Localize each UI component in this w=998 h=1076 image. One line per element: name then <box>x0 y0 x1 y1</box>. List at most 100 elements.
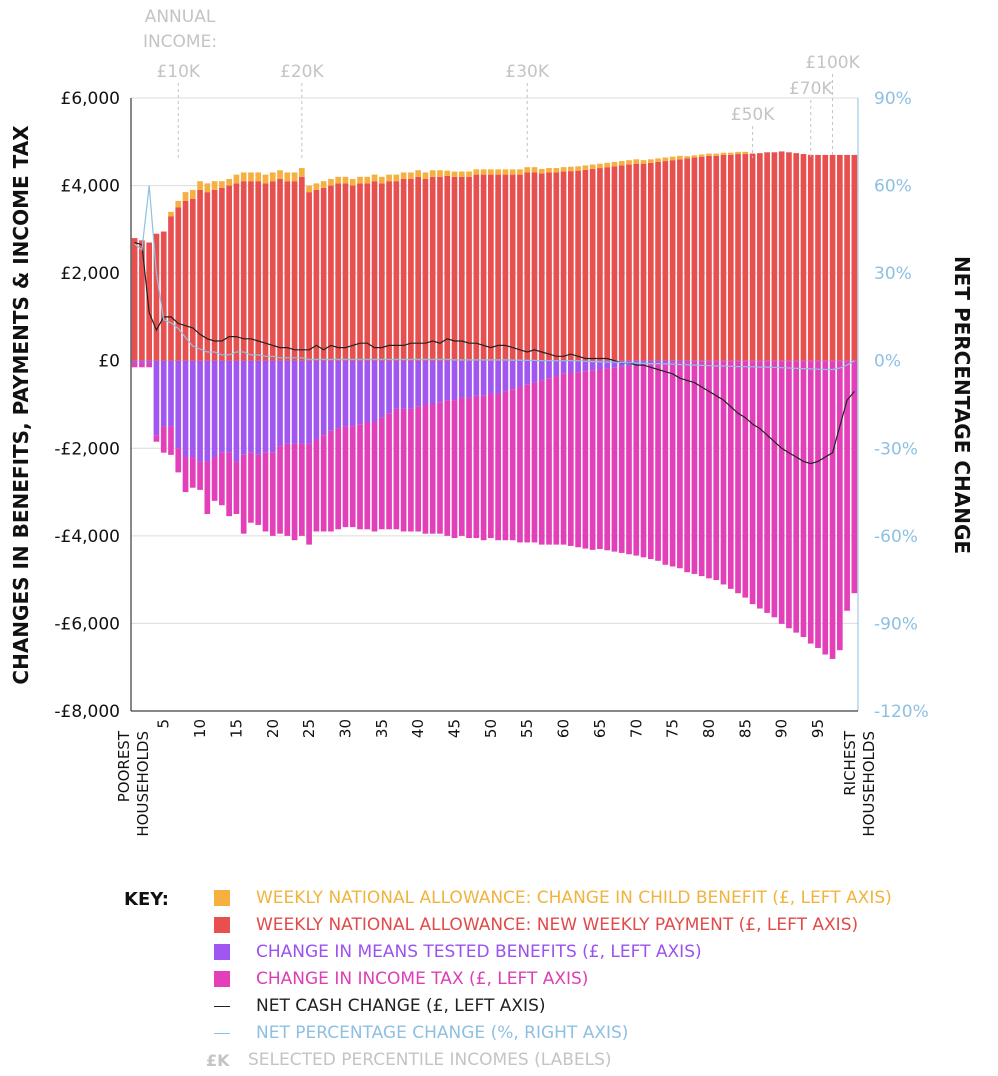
y2-tick-label: -120% <box>874 702 929 722</box>
bar-segment <box>684 158 690 361</box>
x-tick-label: 50 <box>482 719 500 738</box>
bar-segment <box>640 160 647 164</box>
bar-segment <box>320 187 327 361</box>
bar-segment <box>800 360 807 362</box>
bar-segment <box>473 360 480 396</box>
bar-segment <box>633 163 640 361</box>
bar-segment <box>589 360 596 371</box>
bar-segment <box>204 183 211 193</box>
bar-segment <box>175 448 182 473</box>
bar-segment <box>262 174 269 184</box>
bar-segment <box>320 435 327 532</box>
legend-label: SELECTED PERCENTILE INCOMES (LABELS) <box>248 1050 612 1070</box>
bar-segment <box>378 360 385 418</box>
bar-segment <box>546 360 552 379</box>
bar-segment <box>291 443 298 541</box>
bar-segment <box>807 154 814 361</box>
bar-segment <box>204 192 211 361</box>
bar-segment <box>189 189 196 199</box>
bar-segment <box>524 172 531 361</box>
legend-item: CHANGE IN INCOME TAX (£, LEFT AXIS) <box>214 966 588 992</box>
bar-segment <box>618 165 625 361</box>
bar-segment <box>822 360 829 362</box>
bar-segment <box>466 360 472 398</box>
bar-segment <box>168 360 174 427</box>
x-tick-label: 60 <box>555 719 573 738</box>
bar-segment <box>262 183 269 361</box>
bar-segment <box>378 176 385 184</box>
bar-segment <box>713 155 720 361</box>
bar-segment <box>742 151 749 155</box>
bar-segment <box>836 360 843 362</box>
bar-segment <box>335 183 342 361</box>
bar-segment <box>786 152 792 361</box>
bars <box>131 151 858 659</box>
legend-label: NET PERCENTAGE CHANGE (%, RIGHT AXIS) <box>256 1023 629 1043</box>
bar-segment <box>589 168 596 361</box>
bar-segment <box>524 384 531 543</box>
bar-segment <box>531 167 538 173</box>
bar-segment <box>538 380 545 545</box>
bar-segment <box>197 189 203 361</box>
bar-segment <box>575 360 581 373</box>
bar-segment <box>553 360 560 377</box>
x-tick-label: 95 <box>809 719 827 738</box>
bar-segment <box>240 360 247 455</box>
bar-segment <box>262 360 269 453</box>
income-marker-label: £70K <box>789 79 833 99</box>
bar-segment <box>720 154 727 361</box>
bar-segment <box>313 189 320 361</box>
bar-segment <box>415 176 422 361</box>
bar-segment <box>371 181 378 361</box>
bar-segment <box>357 360 363 425</box>
bar-segment <box>335 176 342 184</box>
bar-segment <box>567 360 574 373</box>
bar-segment <box>749 153 756 361</box>
bar-segment <box>386 174 392 182</box>
net-cash-line <box>134 241 855 465</box>
bar-segment <box>691 157 698 361</box>
bar-segment <box>727 360 734 362</box>
bar-segment <box>313 360 320 440</box>
bar-segment <box>364 176 371 184</box>
bar-segment <box>575 170 581 361</box>
bar-segment <box>480 174 487 361</box>
bar-segment <box>451 171 458 177</box>
bar-segment <box>378 417 385 530</box>
bar-segment <box>458 360 465 398</box>
legend-text-swatch: £K <box>206 1050 230 1070</box>
bar-segment <box>248 172 254 182</box>
bar-segment <box>713 360 720 362</box>
bar-segment <box>437 360 443 403</box>
x-tick-label: 55 <box>518 719 536 738</box>
bar-segment <box>400 360 407 409</box>
bar-segment <box>669 362 676 567</box>
bar-segment <box>393 181 400 361</box>
bar-segment <box>509 169 516 175</box>
bar-segment <box>466 176 472 361</box>
bar-segment <box>553 172 560 361</box>
bar-segment <box>844 154 850 361</box>
bar-segment <box>604 167 611 361</box>
axes: £6,000 £4,000 £2,000 £0 -£2,000 -£4,000 -£6,00… <box>54 89 928 837</box>
bar-segment <box>480 169 487 175</box>
bar-segment <box>655 158 661 162</box>
bar-segment <box>698 361 705 577</box>
bar-segment <box>371 422 378 532</box>
bar-segment <box>524 167 531 173</box>
bar-segment <box>291 360 298 444</box>
bar-segment <box>720 360 727 362</box>
bar-segment <box>204 461 211 514</box>
bar-segment <box>597 360 603 370</box>
bar-segment <box>451 360 458 401</box>
bar-segment <box>233 360 240 462</box>
bar-segment <box>531 172 538 361</box>
bar-segment <box>364 183 371 361</box>
bar-segment <box>793 153 800 361</box>
bar-segment <box>567 372 574 546</box>
legend-line-swatch <box>214 1005 230 1007</box>
bar-segment <box>677 360 683 363</box>
bar-segment <box>306 443 312 545</box>
y2-tick-label: -90% <box>874 614 918 634</box>
bar-segment <box>371 360 378 423</box>
